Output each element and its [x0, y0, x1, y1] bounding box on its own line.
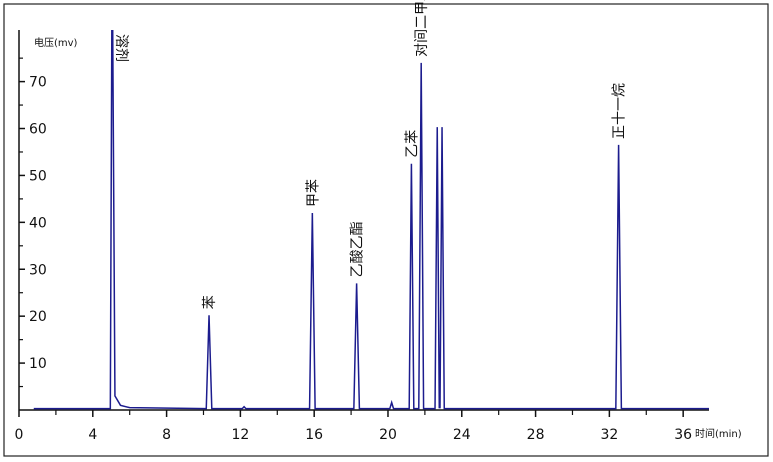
- x-tick-label: 16: [305, 427, 323, 443]
- frame: [3, 3, 769, 457]
- x-tick-label: 8: [162, 427, 171, 443]
- peak-label: 对间二甲苯: [413, 0, 430, 57]
- x-axis-label: 时间(min): [695, 427, 742, 440]
- y-tick-label: 30: [29, 262, 47, 278]
- x-tick-label: 32: [600, 427, 618, 443]
- peak-label: 溶剂: [113, 34, 129, 62]
- x-tick-label: 4: [88, 427, 97, 443]
- y-tick-label: 10: [29, 356, 47, 372]
- x-tick-label: 20: [379, 427, 397, 443]
- y-axis-label: 电压(mv): [34, 36, 78, 49]
- x-tick-label: 36: [674, 427, 692, 443]
- y-tick-label: 40: [29, 215, 47, 231]
- y-tick-label: 60: [29, 122, 47, 138]
- x-tick-label: 28: [527, 427, 545, 443]
- y-tick-label: 50: [29, 168, 47, 184]
- trace: [33, 30, 709, 410]
- x-tick-label: 24: [453, 427, 471, 443]
- y-tick-label: 70: [29, 75, 47, 91]
- x-tick-label: 12: [231, 427, 249, 443]
- y-tick-label: 20: [29, 309, 47, 325]
- peak-label: 甲苯: [304, 179, 321, 207]
- peak-label: 正十一烷: [612, 83, 628, 139]
- peak-label: 乙苯: [403, 130, 420, 158]
- peak-label: 乙酸乙酯: [350, 221, 366, 277]
- x-tick-label: 0: [15, 427, 24, 443]
- peak-label: 苯: [201, 295, 218, 309]
